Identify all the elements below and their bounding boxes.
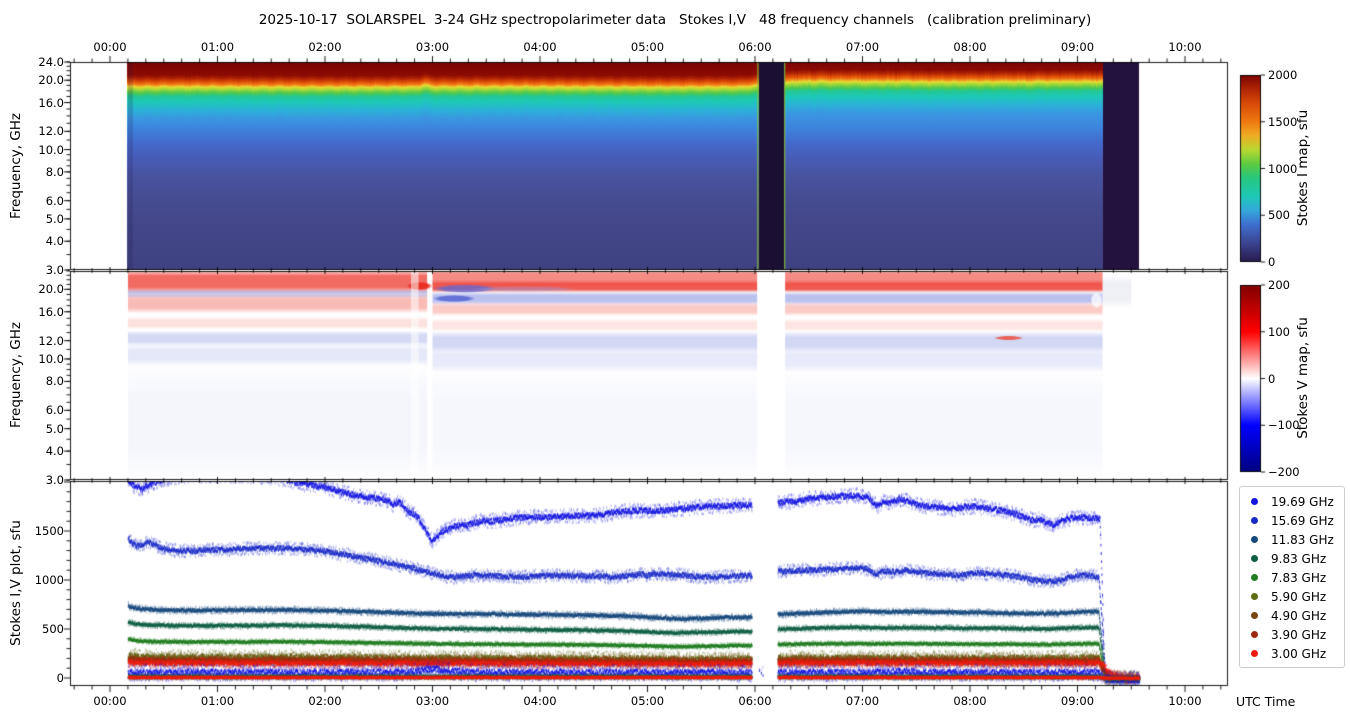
legend-item: 19.69 GHz: [1240, 492, 1344, 511]
x-tick-label-top: 01:00: [200, 40, 235, 54]
legend-marker-icon: [1251, 498, 1258, 505]
colorbar1-tick-label: 2000: [1268, 68, 1298, 82]
x-tick-label-top: 06:00: [738, 40, 772, 54]
sfu-tick-label-panel3: 0: [56, 671, 64, 685]
x-tick-label-top: 02:00: [308, 40, 342, 54]
legend-item: 15.69 GHz: [1240, 511, 1344, 530]
figure-title: 2025-10-17 SOLARSPEL 3-24 GHz spectropol…: [258, 12, 1092, 28]
legend-label: 3.00 GHz: [1271, 646, 1327, 661]
colorbar2-tick-label: 200: [1268, 278, 1290, 292]
panel1-ylabel: Frequency, GHz: [8, 112, 24, 220]
x-tick-label-bottom: 09:00: [1060, 694, 1095, 708]
x-tick-label-top: 04:00: [523, 40, 557, 54]
x-tick-label-bottom: 03:00: [415, 694, 450, 708]
freq-tick-label-panel1: 10.0: [38, 142, 64, 157]
freq-tick-label-panel1: 16.0: [38, 95, 64, 110]
x-tick-label-top: 00:00: [93, 40, 127, 54]
x-tick-label-bottom: 01:00: [200, 694, 235, 708]
freq-tick-label-panel1: 20.0: [38, 73, 64, 88]
x-tick-label-top: 09:00: [1060, 40, 1095, 54]
x-tick-label-bottom: 08:00: [953, 694, 987, 708]
x-tick-label-top: 08:00: [953, 40, 987, 54]
legend-item: 4.90 GHz: [1240, 606, 1344, 625]
freq-tick-label-panel2: 20.0: [38, 282, 64, 297]
legend-marker-icon: [1251, 517, 1258, 524]
x-tick-label-bottom: 06:00: [738, 694, 772, 708]
legend-label: 5.90 GHz: [1271, 589, 1327, 604]
legend-marker-icon: [1251, 631, 1258, 638]
colorbar2-tick-label: 100: [1268, 324, 1290, 339]
x-tick-label-top: 10:00: [1168, 40, 1202, 54]
freq-tick-label-panel1: 4.0: [45, 234, 64, 249]
freq-tick-label-panel2: 5.0: [45, 421, 64, 436]
x-tick-label-top: 03:00: [415, 40, 450, 54]
freq-tick-label-panel2: 3.0: [45, 473, 64, 487]
colorbar2-tick-label: −100: [1268, 418, 1300, 433]
freq-tick-label-panel1: 8.0: [45, 164, 64, 179]
legend-item: 3.90 GHz: [1240, 625, 1344, 644]
sfu-tick-label-panel3: 500: [42, 622, 64, 636]
freq-tick-label-panel2: 12.0: [38, 333, 64, 348]
legend-marker-icon: [1251, 650, 1258, 657]
x-tick-label-bottom: 10:00: [1168, 694, 1202, 708]
legend-label: 19.69 GHz: [1271, 494, 1334, 509]
sfu-tick-label-panel3: 1000: [34, 573, 64, 587]
legend-item: 3.00 GHz: [1240, 644, 1344, 663]
freq-tick-label-panel1: 3.0: [45, 263, 64, 277]
freq-tick-label-panel1: 6.0: [45, 193, 64, 208]
x-tick-label-bottom: 05:00: [630, 694, 665, 708]
legend-marker-icon: [1251, 536, 1258, 543]
panel3-ylabel: Stokes I,V plot, sfu: [8, 520, 24, 646]
legend-label: 11.83 GHz: [1271, 532, 1334, 547]
legend-marker-icon: [1251, 612, 1258, 619]
colorbar1-tick-label: 0: [1268, 255, 1276, 269]
freq-tick-label-panel1: 5.0: [45, 211, 64, 226]
freq-tick-label-panel2: 16.0: [38, 304, 64, 319]
legend: 19.69 GHz 15.69 GHz 11.83 GHz 9.83 GHz 7.83 …: [1239, 486, 1345, 668]
freq-tick-label-panel2: 10.0: [38, 351, 64, 366]
colorbar2-tick-label: 0: [1268, 371, 1276, 386]
colorbar1-tick-label: 1000: [1268, 161, 1298, 176]
colorbar1-tick-label: 500: [1268, 208, 1290, 223]
freq-tick-label-panel2: 6.0: [45, 403, 64, 418]
legend-label: 3.90 GHz: [1271, 627, 1327, 642]
x-tick-label-top: 05:00: [630, 40, 665, 54]
x-tick-label-bottom: 02:00: [308, 694, 342, 708]
legend-marker-icon: [1251, 593, 1258, 600]
legend-label: 15.69 GHz: [1271, 513, 1334, 528]
legend-item: 7.83 GHz: [1240, 568, 1344, 587]
freq-tick-label-panel1: 24.0: [38, 55, 64, 69]
legend-label: 4.90 GHz: [1271, 608, 1327, 623]
sfu-tick-label-panel3: 1500: [34, 524, 64, 538]
legend-item: 9.83 GHz: [1240, 549, 1344, 568]
legend-item: 5.90 GHz: [1240, 587, 1344, 606]
legend-marker-icon: [1251, 555, 1258, 562]
freq-tick-label-panel2: 8.0: [45, 374, 64, 389]
xaxis-label: UTC Time: [1236, 694, 1296, 709]
colorbar1-tick-label: 1500: [1268, 114, 1298, 129]
freq-tick-label-panel2: 4.0: [45, 444, 64, 459]
freq-tick-label-panel1: 12.0: [38, 124, 64, 139]
panel2-ylabel: Frequency, GHz: [8, 321, 24, 429]
x-tick-label-bottom: 00:00: [93, 694, 127, 708]
x-tick-label-top: 07:00: [845, 40, 880, 54]
legend-item: 11.83 GHz: [1240, 530, 1344, 549]
legend-marker-icon: [1251, 574, 1258, 581]
legend-label: 7.83 GHz: [1271, 570, 1327, 585]
x-tick-label-bottom: 04:00: [523, 694, 557, 708]
x-tick-label-bottom: 07:00: [845, 694, 880, 708]
legend-label: 9.83 GHz: [1271, 551, 1327, 566]
colorbar2-tick-label: −200: [1268, 465, 1300, 479]
